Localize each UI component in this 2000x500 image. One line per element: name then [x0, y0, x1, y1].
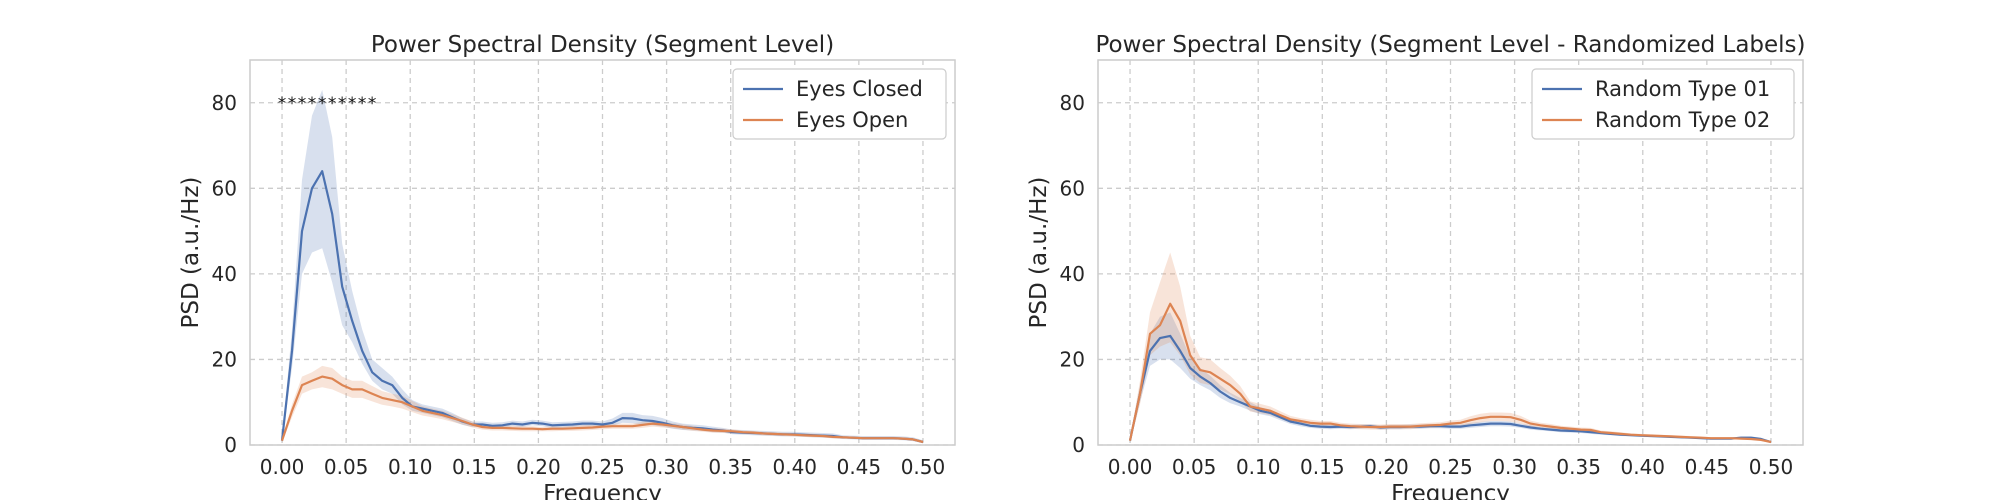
psd-panel-randomized-labels: 0.00 0.05 0.10 0.15 0.20 0.25 0.30 0.35 0.40 0.45…	[1026, 32, 1806, 500]
x-tick-label: 0.00	[260, 455, 305, 479]
x-tick-label: 0.50	[901, 455, 946, 479]
x-tick-label: 0.25	[1428, 455, 1473, 479]
significance-marker: *	[288, 94, 297, 114]
y-tick-label: 40	[1060, 262, 1085, 286]
y-tick-label: 40	[212, 262, 237, 286]
significance-marker: *	[348, 94, 357, 114]
x-tick-label: 0.00	[1108, 455, 1153, 479]
y-tick-label: 60	[212, 176, 237, 200]
x-tick-label: 0.35	[708, 455, 753, 479]
significance-marker: *	[338, 94, 347, 114]
psd-panel-segment-level: * * * * * * * * * *0.00 0.05 0.10 0.15 0.20 0.25 0.30 0.…	[178, 32, 955, 500]
significance-marker: *	[298, 94, 307, 114]
x-tick-label: 0.35	[1556, 455, 1601, 479]
x-tick-label: 0.20	[1364, 455, 1409, 479]
x-tick-label: 0.05	[1172, 455, 1217, 479]
y-tick-label: 0	[1072, 433, 1085, 457]
x-axis-label: Frequency	[1391, 481, 1510, 500]
x-tick-label: 0.20	[516, 455, 561, 479]
significance-marker: *	[328, 94, 337, 114]
x-tick-label: 0.45	[837, 455, 882, 479]
y-tick-label: 80	[212, 91, 237, 115]
y-axis-label: PSD (a.u./Hz)	[1026, 177, 1052, 329]
legend-label: Random Type 01	[1595, 77, 1770, 101]
significance-marker: *	[308, 94, 317, 114]
x-tick-label: 0.40	[773, 455, 818, 479]
y-tick-label: 80	[1060, 91, 1085, 115]
x-tick-label: 0.05	[324, 455, 369, 479]
chart-title: Power Spectral Density (Segment Level - …	[1095, 32, 1805, 58]
x-tick-label: 0.25	[580, 455, 625, 479]
x-tick-label: 0.30	[1492, 455, 1537, 479]
x-tick-label: 0.10	[1236, 455, 1281, 479]
y-tick-label: 20	[1060, 347, 1085, 371]
legend-label: Eyes Closed	[796, 77, 923, 101]
significance-marker: *	[318, 94, 327, 114]
x-tick-label: 0.50	[1749, 455, 1794, 479]
x-tick-label: 0.10	[388, 455, 433, 479]
y-tick-label: 0	[224, 433, 237, 457]
legend-label: Random Type 02	[1595, 108, 1770, 132]
y-axis-label: PSD (a.u./Hz)	[178, 177, 204, 329]
x-tick-label: 0.15	[1300, 455, 1345, 479]
x-tick-label: 0.30	[644, 455, 689, 479]
legend-label: Eyes Open	[796, 108, 908, 132]
significance-marker: *	[278, 94, 287, 114]
y-tick-label: 60	[1060, 176, 1085, 200]
legend: Random Type 01 Random Type 02	[1532, 69, 1794, 139]
x-tick-label: 0.45	[1685, 455, 1730, 479]
x-tick-label: 0.40	[1621, 455, 1666, 479]
significance-marker: *	[368, 94, 377, 114]
x-tick-label: 0.15	[452, 455, 497, 479]
chart-title: Power Spectral Density (Segment Level)	[371, 32, 834, 58]
significance-marker: *	[358, 94, 367, 114]
legend: Eyes Closed Eyes Open	[733, 69, 946, 139]
x-axis-label: Frequency	[543, 481, 662, 500]
y-tick-label: 20	[212, 347, 237, 371]
